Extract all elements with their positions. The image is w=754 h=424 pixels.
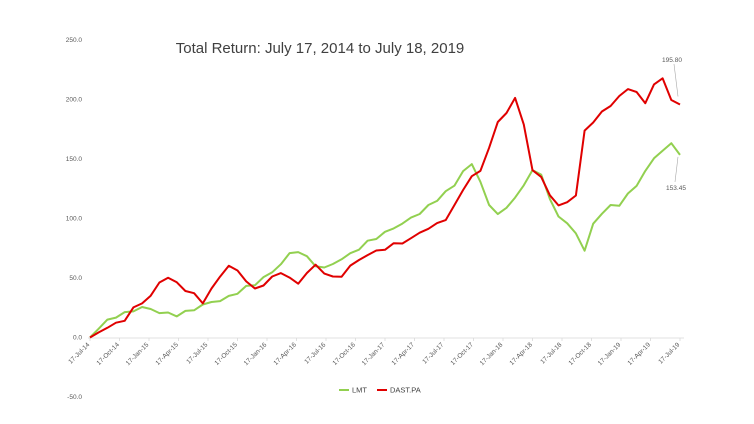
x-tick-label: 17-Jul-14 [67,341,91,365]
y-tick-label: 250.0 [66,37,83,44]
x-tick-label: 17-Jan-19 [597,341,623,367]
y-tick-label: -50.0 [67,394,82,401]
y-tick-label: 150.0 [66,156,83,163]
x-tick-label: 17-Apr-16 [273,341,299,367]
x-tick-label: 17-Oct-16 [332,341,358,367]
x-tick-label: 17-Oct-14 [96,341,122,367]
x-tick-label: 17-Apr-18 [509,341,535,367]
x-tick-label: 17-Oct-18 [568,341,594,367]
legend: LMT DAST.PA [339,386,421,395]
annotation-lmt-end-value: 153.45 [666,185,686,192]
x-tick-label: 17-Jan-15 [125,341,151,367]
x-tick-label: 17-Jul-15 [185,341,209,365]
x-tick-label: 17-Jul-19 [657,341,681,365]
x-tick-label: 17-Jul-16 [303,341,327,365]
series-lines [89,77,681,339]
series-line-lmt [89,142,681,339]
y-tick-label: 50.0 [69,275,82,282]
x-tick-label: 17-Apr-19 [627,341,653,367]
legend-label: DAST.PA [390,386,421,395]
x-tick-label: 17-Jan-17 [361,341,387,367]
x-tick-label: 17-Apr-15 [155,341,181,367]
x-tick-label: 17-Oct-15 [214,341,240,367]
y-tick-label: 0.0 [73,335,82,342]
series-line-dast-pa [89,77,681,339]
annotation-leader-line [673,63,679,97]
x-tick-label: 17-Jul-18 [539,341,563,365]
x-axis-ticks: 17-Jul-14 17-Oct-14 17-Jan-15 17-Apr-15 17-J… [67,338,682,367]
x-tick-label: 17-Apr-17 [391,341,417,367]
annotation-leader-line [674,156,679,183]
x-tick-label: 17-Jan-16 [243,341,269,367]
x-tick-label: 17-Jul-17 [421,341,445,365]
y-axis-ticks: -50.0 0.0 50.0 100.0 150.0 200.0 250.0 [66,37,83,401]
annotation-dast-end-value: 195.80 [662,57,682,64]
x-tick-label: 17-Oct-17 [450,341,476,367]
legend-label: LMT [352,386,367,395]
y-tick-label: 100.0 [66,216,83,223]
x-tick-label: 17-Jan-18 [479,341,505,367]
y-tick-label: 200.0 [66,97,83,104]
chart-title: Total Return: July 17, 2014 to July 18, … [176,40,465,57]
annotations: 195.80 153.45 [662,57,686,192]
